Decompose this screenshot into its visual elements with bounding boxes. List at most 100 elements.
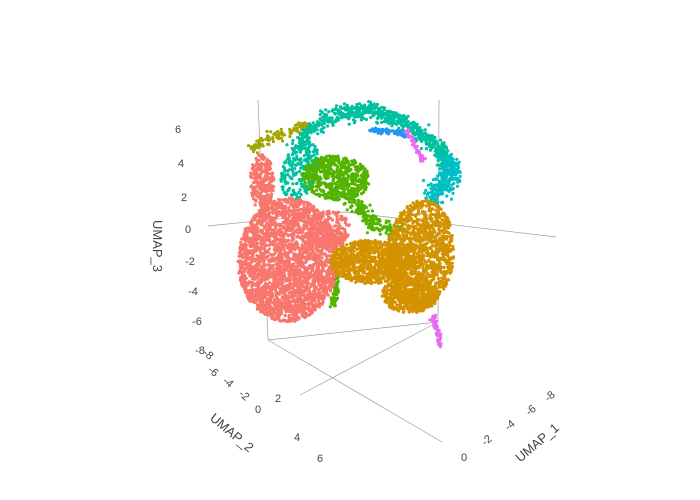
scatter-point <box>324 116 328 120</box>
scatter-point <box>367 182 371 186</box>
scatter-point <box>454 173 458 177</box>
scatter-point <box>327 265 331 269</box>
scatter-point <box>438 167 442 171</box>
scatter-point <box>244 246 248 250</box>
scatter-point <box>259 255 263 259</box>
scatter-point <box>372 107 376 111</box>
scatter-point <box>260 230 264 234</box>
scatter-point <box>309 294 313 299</box>
scatter-point <box>424 188 428 193</box>
scatter-point <box>277 283 281 287</box>
scatter-point <box>254 232 258 236</box>
scatter-point <box>302 201 306 205</box>
scatter-point <box>287 206 291 210</box>
scatter-point <box>300 146 304 151</box>
scatter-point <box>280 267 284 271</box>
scatter-point <box>248 245 253 249</box>
scatter-point <box>300 289 304 293</box>
scatter-point <box>437 329 441 333</box>
scatter-point <box>240 264 244 268</box>
scatter-point <box>385 109 389 113</box>
scatter-point <box>312 284 316 288</box>
scatter-point <box>342 163 346 167</box>
scatter-point <box>246 283 250 287</box>
scatter-point <box>285 143 289 147</box>
scatter-point <box>359 104 363 108</box>
scatter-point <box>311 266 315 270</box>
scatter-point <box>329 120 333 124</box>
scatter-point <box>380 115 384 119</box>
scatter-point <box>286 173 290 177</box>
scatter-point <box>298 230 302 235</box>
scatter-point <box>318 253 322 257</box>
scatter-point <box>449 197 454 201</box>
scatter-point <box>326 119 330 123</box>
scatter-point <box>383 111 387 115</box>
scatter-point <box>424 147 428 151</box>
scatter-point <box>445 164 449 168</box>
scatter-point <box>328 270 332 274</box>
scatter-point <box>264 235 268 239</box>
scatter-point <box>364 222 368 226</box>
scatter-point <box>448 177 452 181</box>
scatter-point <box>299 192 303 197</box>
box-edge-floor-left <box>267 339 443 443</box>
scatter-point <box>280 174 284 178</box>
scatter-point <box>298 150 302 154</box>
scatter-point <box>332 111 337 115</box>
scatter-point <box>324 290 329 294</box>
scatter-point <box>313 177 317 181</box>
scatter-point <box>293 241 297 245</box>
scatter-point <box>435 319 439 323</box>
scatter-point <box>286 234 290 238</box>
scatter-point <box>363 219 367 223</box>
scatter-point <box>251 248 256 252</box>
scatter-point <box>380 110 385 114</box>
scatter-point <box>304 166 308 170</box>
scatter-point <box>334 104 339 108</box>
scatter-point <box>319 169 323 173</box>
scatter-point <box>298 158 302 162</box>
scatter-point <box>310 187 314 191</box>
scatter-point <box>442 150 447 154</box>
scatter-point <box>277 316 281 321</box>
scatter-point <box>430 138 434 143</box>
scatter-point <box>280 237 284 242</box>
scatter-point <box>278 290 282 294</box>
scatter-point <box>320 260 324 264</box>
scatter-point <box>261 214 265 218</box>
scatter-point <box>435 197 439 201</box>
scatter-point <box>332 279 336 284</box>
scatter-point <box>352 187 357 191</box>
scatter-point <box>302 209 306 213</box>
scatter-point <box>301 309 305 313</box>
scatter-point <box>420 136 424 140</box>
scatter-point <box>307 240 311 244</box>
scatter-point <box>315 152 319 156</box>
scatter-point <box>330 183 334 187</box>
scatter-point <box>251 274 255 278</box>
scatter-point <box>372 128 377 133</box>
scatter-point <box>248 228 252 232</box>
scatter-point <box>280 255 284 259</box>
scatter-point <box>238 254 242 258</box>
scatter-point <box>253 259 257 263</box>
scatter-point <box>319 128 323 132</box>
scatter-point <box>358 168 363 172</box>
scatter-point <box>304 258 308 262</box>
scatter-point <box>314 171 318 175</box>
scatter-point <box>276 129 280 134</box>
scatter-point <box>434 139 438 143</box>
scatter-point <box>271 140 275 144</box>
scatter-point <box>423 191 427 195</box>
scatter-points[interactable] <box>236 100 462 349</box>
scatter-point <box>365 231 369 235</box>
scatter-point <box>333 193 337 197</box>
scatter-point <box>273 306 277 310</box>
scatter-point <box>259 245 263 249</box>
scatter-point <box>303 187 307 191</box>
scatter-point <box>329 192 333 196</box>
scatter-point <box>342 188 347 192</box>
scatter-point <box>359 115 363 119</box>
